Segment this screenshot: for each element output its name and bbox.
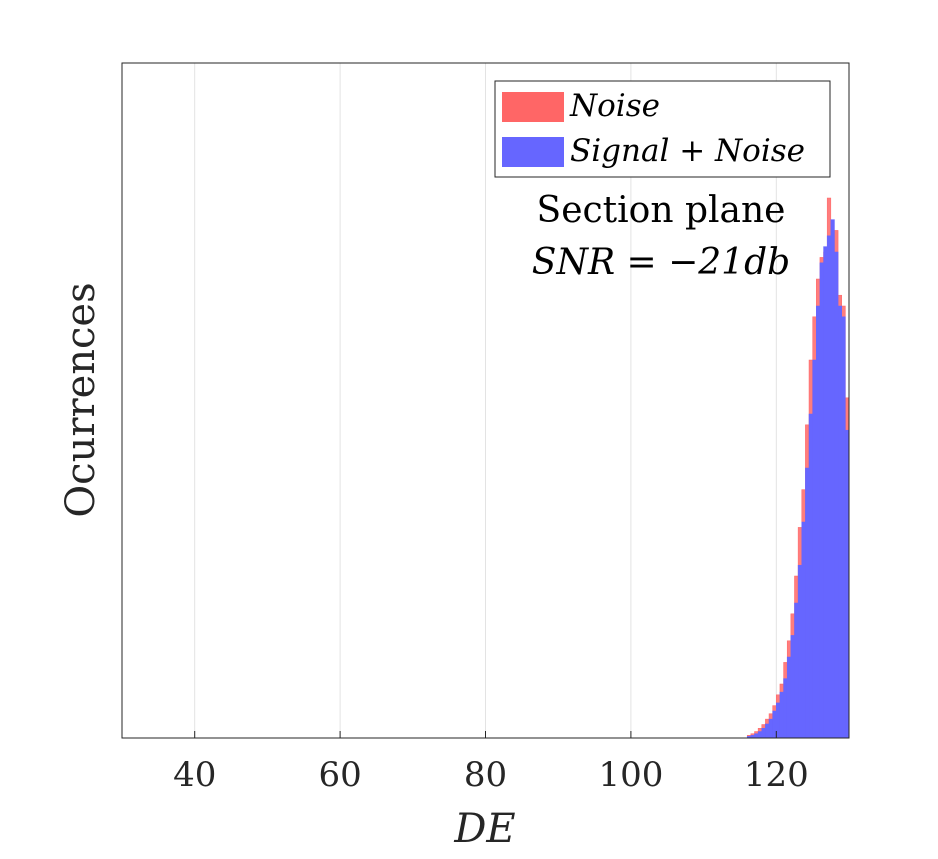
bar-signal-noise-128.5	[837, 305, 842, 739]
bar-signal-noise-125	[812, 359, 817, 739]
bar-signal-noise-117.5	[757, 731, 763, 739]
legend: Noise Signal + Noise	[494, 80, 831, 178]
bar-signal-noise-122.5	[794, 602, 799, 739]
x-tick-label-100: 100	[598, 755, 663, 795]
x-tick-label-120: 120	[744, 755, 809, 795]
legend-label-noise: Noise	[569, 88, 660, 124]
bar-signal-noise-129	[841, 316, 846, 739]
x-tick-label-60: 60	[318, 755, 361, 795]
bar-signal-noise-118.5	[765, 723, 770, 739]
annotation-snr: SNR = −21db	[532, 242, 790, 283]
annotation-section-plane: Section plane	[537, 190, 786, 231]
bar-signal-noise-123	[797, 564, 802, 739]
bar-signal-noise-119.5	[772, 710, 777, 739]
bar-signal-noise-121	[783, 678, 788, 739]
y-axis-title: Ocurrences	[58, 282, 104, 517]
bar-signal-noise-123.5	[801, 521, 806, 739]
bar-signal-noise-117	[754, 733, 759, 739]
x-axis-title: DE	[453, 806, 515, 852]
bar-signal-noise-126	[819, 262, 824, 739]
bar-signal-noise-129.5	[845, 429, 850, 739]
bar-signal-noise-125.5	[816, 305, 821, 739]
bar-signal-noise-124	[805, 467, 810, 739]
bar-signal-noise-124.5	[808, 413, 813, 739]
x-tick-label-40: 40	[173, 755, 216, 795]
legend-swatch-signal-noise	[502, 137, 564, 167]
bar-signal-noise-128	[834, 251, 839, 739]
bar-signal-noise-120.5	[779, 691, 784, 739]
bar-signal-noise-127	[826, 235, 832, 739]
x-axis-ticks: 40 60 80 100 120	[173, 731, 809, 795]
x-tick-label-80: 80	[464, 755, 507, 795]
bar-signal-noise-122	[790, 635, 795, 739]
bar-signal-noise-118	[761, 728, 766, 739]
bar-signal-noise-120	[776, 702, 781, 739]
bar-signal-noise-126.5	[823, 246, 828, 739]
bar-signal-noise-121.5	[786, 656, 792, 739]
signal-noise-series-bars	[746, 219, 850, 739]
legend-label-signal-noise: Signal + Noise	[570, 133, 805, 169]
bar-signal-noise-127.5	[830, 219, 835, 739]
legend-swatch-noise	[502, 92, 564, 122]
bar-signal-noise-119	[768, 718, 773, 739]
